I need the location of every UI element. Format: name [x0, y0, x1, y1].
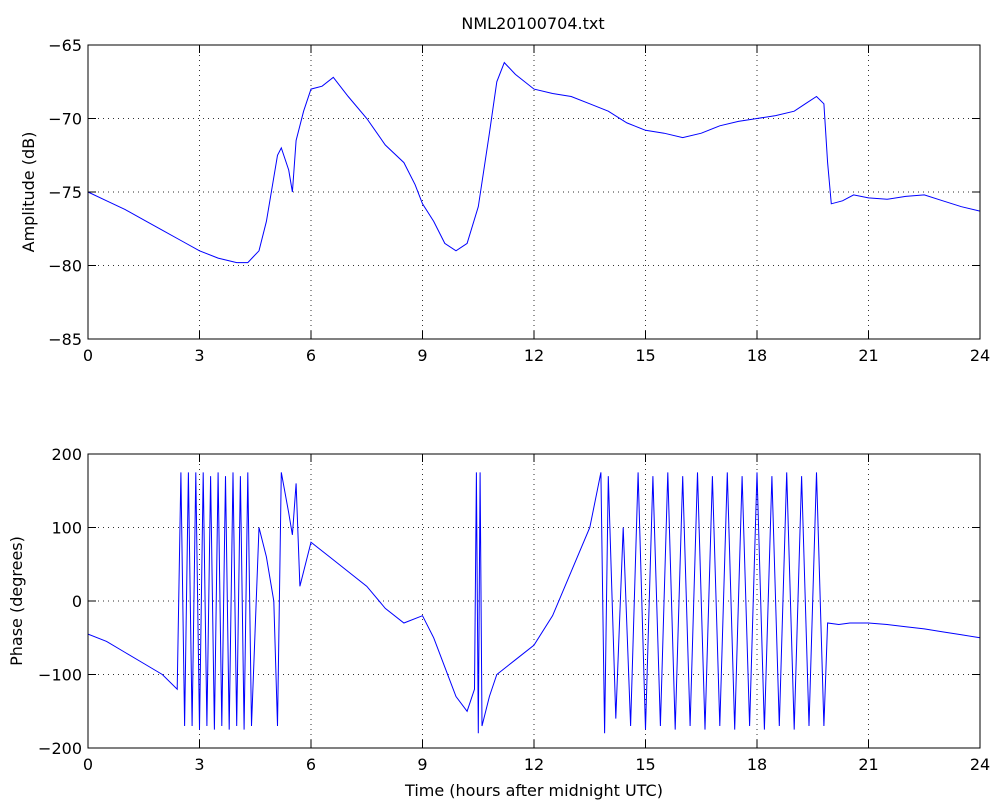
phase-x-tick-label: 6 [306, 755, 316, 774]
phase-x-tick-label: 24 [970, 755, 990, 774]
phase-y-tick-labels: −200 −100 0 100 200 [38, 445, 82, 758]
amplitude-x-tick-label: 12 [524, 346, 544, 365]
x-axis-label: Time (hours after midnight UTC) [404, 781, 663, 800]
phase-y-axis-label: Phase (degrees) [7, 536, 26, 666]
phase-ticks [87, 453, 981, 749]
amplitude-y-axis-label: Amplitude (dB) [19, 132, 38, 253]
phase-y-tick-label: −100 [38, 666, 82, 685]
amplitude-x-tick-label: 6 [306, 346, 316, 365]
phase-x-tick-label: 15 [635, 755, 655, 774]
phase-y-tick-label: 0 [72, 592, 82, 611]
amplitude-x-tick-label: 24 [970, 346, 990, 365]
phase-y-tick-label: −200 [38, 739, 82, 758]
amplitude-y-tick-label: −75 [48, 183, 82, 202]
phase-x-tick-label: 12 [524, 755, 544, 774]
amplitude-y-tick-label: −65 [48, 36, 82, 55]
phase-x-tick-label: 3 [194, 755, 204, 774]
amplitude-panel: 0 3 6 9 12 15 18 21 24 −85 −80 −75 −70 −65 Amplitude… [19, 36, 990, 365]
amplitude-y-tick-label: −85 [48, 330, 82, 349]
phase-y-tick-label: 100 [51, 519, 82, 538]
amplitude-series-line [87, 61, 981, 264]
amplitude-grid [88, 45, 980, 339]
amplitude-x-tick-label: 18 [747, 346, 767, 365]
amplitude-x-tick-label: 21 [858, 346, 878, 365]
amplitude-x-tick-label: 0 [83, 346, 93, 365]
phase-panel: 0 3 6 9 12 15 18 21 24 −200 −100 0 100 200 Phase (de… [7, 445, 990, 774]
phase-y-tick-label: 200 [51, 445, 82, 464]
phase-x-tick-label: 21 [858, 755, 878, 774]
phase-x-tick-label: 0 [83, 755, 93, 774]
phase-x-tick-labels: 0 3 6 9 12 15 18 21 24 [83, 755, 990, 774]
amplitude-x-tick-label: 9 [417, 346, 427, 365]
amplitude-y-tick-label: −70 [48, 110, 82, 129]
phase-series-line [87, 472, 981, 734]
amplitude-y-tick-label: −80 [48, 257, 82, 276]
figure-title: NML20100704.txt [461, 14, 604, 33]
amplitude-y-tick-labels: −85 −80 −75 −70 −65 [48, 36, 82, 349]
phase-x-tick-label: 18 [747, 755, 767, 774]
phase-x-tick-label: 9 [417, 755, 427, 774]
amplitude-x-tick-labels: 0 3 6 9 12 15 18 21 24 [83, 346, 990, 365]
amplitude-x-tick-label: 3 [194, 346, 204, 365]
amplitude-x-tick-label: 15 [635, 346, 655, 365]
amplitude-ticks [87, 44, 981, 340]
